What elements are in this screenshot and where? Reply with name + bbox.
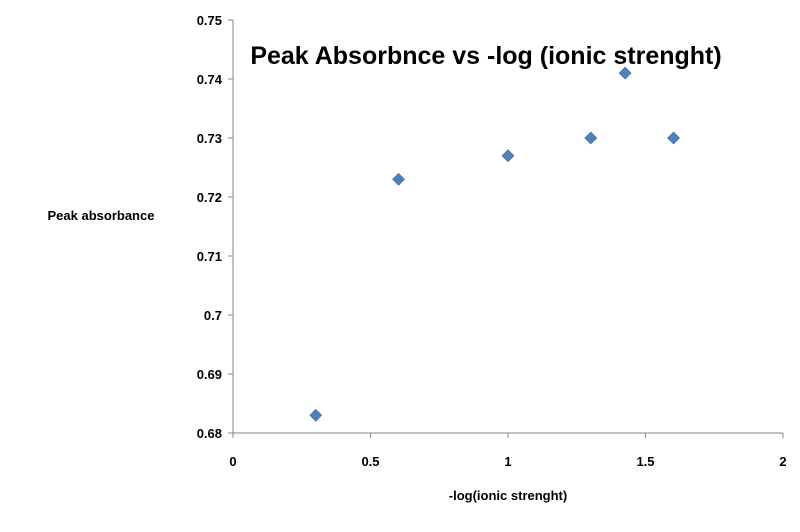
y-tick-label: 0.71 — [197, 249, 222, 264]
chart-title: Peak Absorbnce vs -log (ionic strenght) — [250, 42, 721, 70]
data-point — [667, 131, 680, 145]
x-tick-label: 2 — [779, 454, 786, 469]
y-tick-label: 0.74 — [197, 72, 223, 87]
y-tick-label: 0.72 — [197, 190, 222, 205]
x-axis: 0 0.5 1 1.5 2 — [229, 432, 787, 469]
x-tick-label: 1.5 — [636, 454, 654, 469]
y-axis-title: Peak absorbance — [48, 208, 155, 223]
x-tick-label: 1 — [504, 454, 511, 469]
y-tick-label: 0.75 — [197, 13, 222, 28]
x-tick-label: 0.5 — [361, 454, 379, 469]
y-tick-label: 0.68 — [197, 426, 222, 441]
data-point — [584, 131, 598, 145]
data-point — [392, 172, 405, 186]
data-markers — [309, 66, 680, 422]
y-axis: 0.68 0.69 0.7 0.71 0.72 0.73 0.74 0.75 — [197, 13, 234, 441]
data-point — [618, 66, 632, 80]
y-tick-label: 0.73 — [197, 131, 222, 146]
y-tick-label: 0.7 — [204, 308, 222, 323]
x-tick-label: 0 — [229, 454, 236, 469]
data-point — [501, 149, 515, 163]
y-tick-label: 0.69 — [197, 367, 222, 382]
data-point — [309, 408, 323, 422]
x-axis-title: -log(ionic strenght) — [449, 488, 567, 503]
